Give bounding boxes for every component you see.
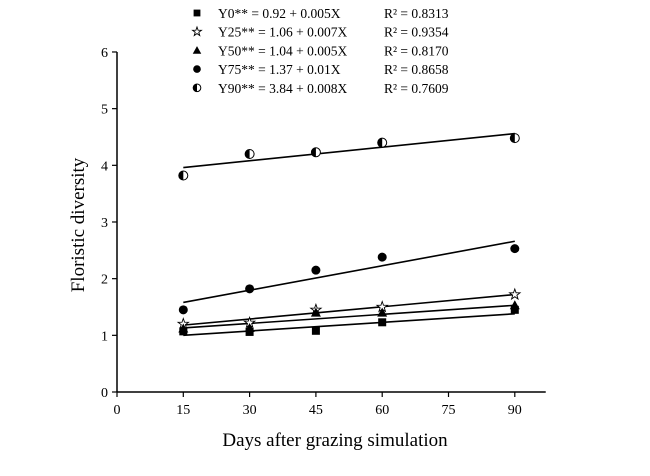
fit-line-Y25	[183, 293, 515, 326]
y-tick-label: 3	[101, 216, 108, 231]
triangle-marker	[178, 323, 189, 333]
triangle-marker	[244, 322, 255, 332]
triangle-marker	[310, 307, 321, 317]
square-marker	[193, 9, 201, 17]
square-mark	[311, 326, 320, 335]
square-marker	[311, 326, 320, 335]
fit-lines	[183, 132, 515, 337]
half-circle-marker	[310, 147, 321, 158]
half-circle-marker	[377, 137, 388, 148]
square-mark	[378, 318, 387, 327]
x-tick-label: 90	[508, 403, 522, 418]
half-circle-fill	[193, 83, 197, 92]
star-mark	[191, 25, 203, 37]
star-marker	[191, 25, 203, 37]
circle-marker	[193, 65, 201, 73]
triangle-mark	[192, 46, 202, 54]
half-circle-fill	[377, 138, 383, 148]
circle-marker	[510, 244, 520, 254]
legend-r2: R² = 0.7609	[384, 81, 449, 96]
half-circle-marker	[244, 148, 255, 159]
legend-r2: R² = 0.8313	[384, 6, 449, 21]
legend-equation: Y25** = 1.06 + 0.007X	[218, 25, 347, 40]
x-tick-label: 30	[243, 403, 257, 418]
half-circle-marker	[509, 133, 520, 144]
legend-equation: Y0** = 0.92 + 0.005X	[218, 6, 341, 21]
circle-mark	[377, 252, 387, 262]
legend-r2: R² = 0.8658	[384, 62, 449, 77]
y-axis-label: Floristic diversity	[68, 157, 89, 292]
star-mark	[508, 287, 522, 301]
legend-equation: Y90** = 3.84 + 0.008X	[218, 81, 347, 96]
y-tick-label: 4	[101, 159, 108, 174]
x-tick-label: 0	[114, 403, 121, 418]
legend-equation: Y50** = 1.04 + 0.005X	[218, 43, 347, 58]
fit-line-Y50	[183, 304, 515, 329]
half-circle-fill	[510, 133, 515, 143]
circle-marker	[311, 265, 321, 275]
circle-marker	[377, 252, 387, 262]
y-tick-label: 5	[101, 103, 108, 118]
triangle-mark	[509, 300, 520, 310]
triangle-marker	[377, 307, 388, 317]
legend: Y0** = 0.92 + 0.005X R² = 0.8313 Y25** = 1…	[191, 6, 449, 96]
square-mark	[193, 9, 201, 17]
square-mark	[510, 305, 519, 314]
circle-mark	[193, 65, 201, 73]
circle-marker	[178, 305, 188, 315]
x-tick-label: 75	[442, 403, 456, 418]
x-axis-label: Days after grazing simulation	[222, 430, 448, 451]
square-marker	[378, 318, 387, 327]
triangle-marker	[192, 46, 202, 54]
legend-r2: R² = 0.8170	[384, 43, 449, 58]
triangle-mark	[244, 322, 255, 332]
circle-mark	[311, 265, 321, 275]
legend-r2: R² = 0.9354	[384, 25, 449, 40]
triangle-marker	[509, 300, 520, 310]
square-marker	[510, 305, 519, 314]
half-circle-fill	[178, 171, 184, 181]
triangle-mark	[377, 307, 388, 317]
triangle-mark	[178, 323, 189, 333]
fit-line-Y90	[183, 132, 515, 169]
fit-line-Y75	[183, 240, 515, 304]
x-tick-label: 60	[375, 403, 389, 418]
y-tick-label: 6	[101, 46, 108, 61]
half-circle-marker	[192, 83, 202, 93]
y-tick-label: 0	[101, 386, 108, 401]
star-marker	[508, 287, 522, 301]
circle-mark	[178, 305, 188, 315]
fit-line-Y0	[183, 312, 515, 337]
half-circle-fill	[245, 149, 250, 159]
x-tick-label: 15	[176, 403, 190, 418]
circle-marker	[245, 284, 255, 294]
half-circle-marker	[178, 170, 189, 181]
legend-equation: Y75** = 1.37 + 0.01X	[218, 62, 341, 77]
y-tick-label: 2	[101, 273, 108, 288]
circle-mark	[510, 244, 520, 254]
circle-mark	[245, 284, 255, 294]
y-tick-label: 1	[101, 329, 108, 344]
triangle-mark	[310, 307, 321, 317]
half-circle-fill	[311, 147, 316, 157]
data-points	[176, 133, 522, 336]
x-tick-label: 45	[309, 403, 323, 418]
